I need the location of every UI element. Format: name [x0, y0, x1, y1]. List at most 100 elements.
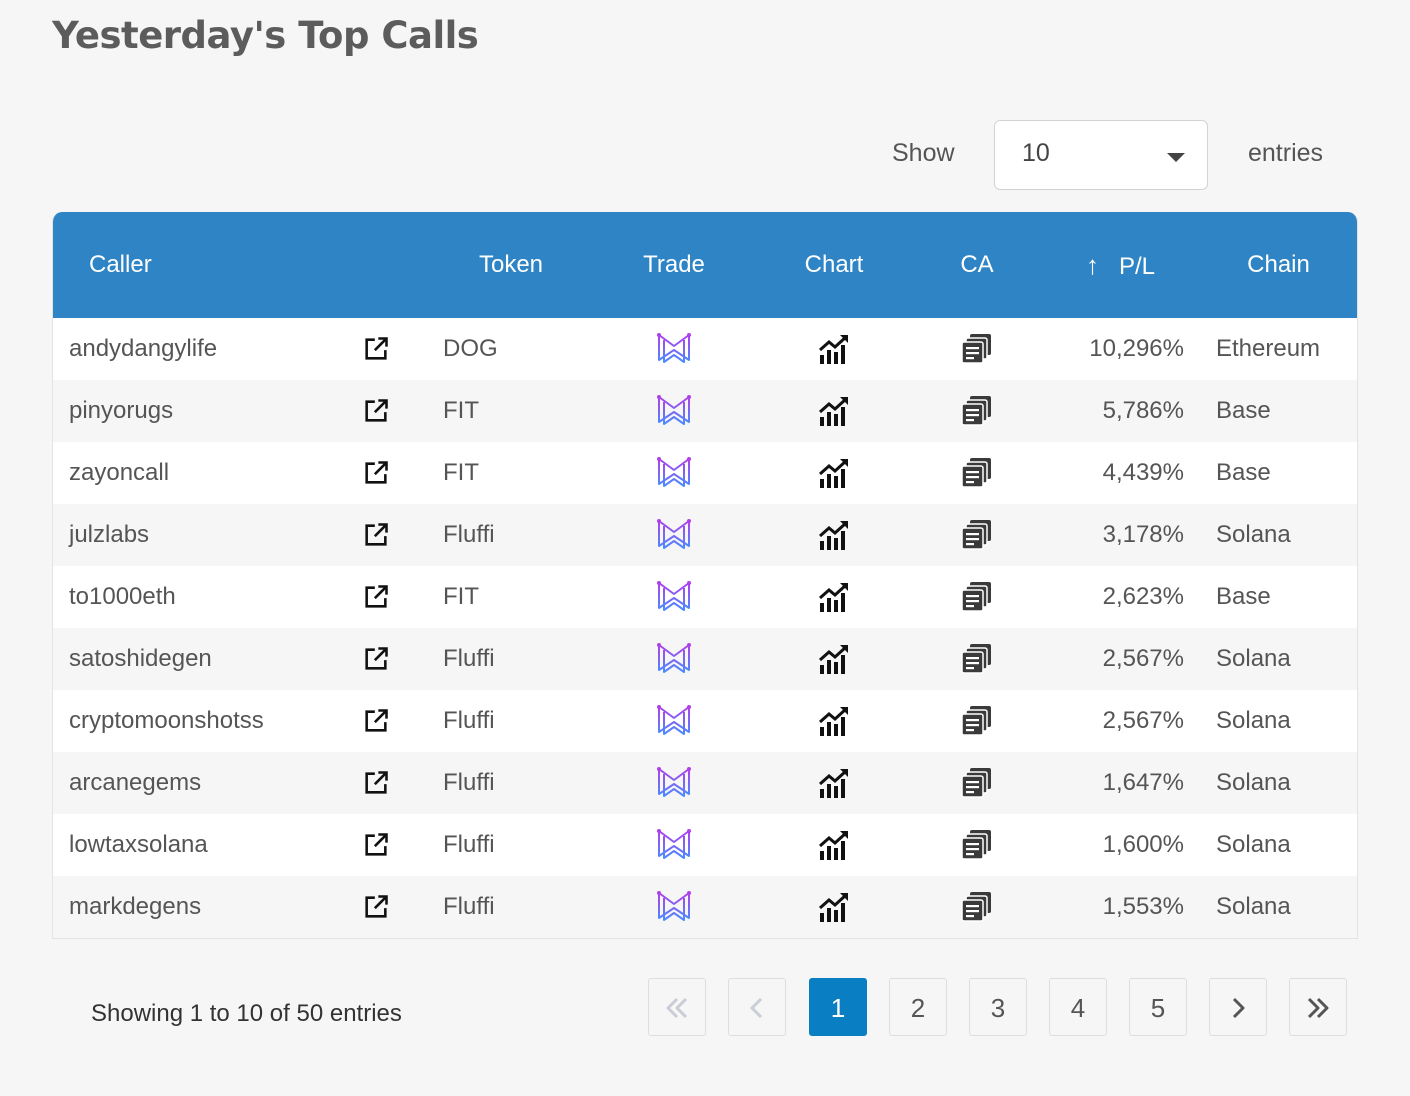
- copy-ca-button[interactable]: [911, 690, 1043, 752]
- chart-button[interactable]: [757, 752, 911, 814]
- trade-button[interactable]: [591, 318, 757, 380]
- chain-name: Base: [1216, 459, 1271, 486]
- token-name: FIT: [443, 583, 479, 610]
- token-name: FIT: [443, 459, 479, 486]
- table-row: satoshidegen Fluffi 2,567% Solana: [53, 628, 1357, 690]
- copy-ca-button[interactable]: [911, 380, 1043, 442]
- copy-ca-button[interactable]: [911, 814, 1043, 876]
- external-link-button[interactable]: [321, 628, 431, 690]
- copy-ca-button[interactable]: [911, 752, 1043, 814]
- external-link-button[interactable]: [321, 876, 431, 938]
- external-link-button[interactable]: [321, 690, 431, 752]
- header-ca[interactable]: CA: [960, 251, 994, 278]
- table-info: Showing 1 to 10 of 50 entries: [91, 1000, 402, 1027]
- external-link-icon: [365, 337, 388, 360]
- external-link-button[interactable]: [321, 442, 431, 504]
- pl-value: 2,567%: [1102, 707, 1184, 734]
- chart-button[interactable]: [757, 690, 911, 752]
- header-trade[interactable]: Trade: [643, 251, 705, 278]
- external-link-button[interactable]: [321, 318, 431, 380]
- table-row: zayoncall FIT 4,439% Base: [53, 442, 1357, 504]
- next-page-button[interactable]: [1209, 978, 1267, 1036]
- header-chain[interactable]: Chain: [1247, 251, 1310, 278]
- trade-button[interactable]: [591, 690, 757, 752]
- last-page-button[interactable]: [1289, 978, 1347, 1036]
- chart-button[interactable]: [757, 504, 911, 566]
- chart-icon: [819, 459, 848, 488]
- external-link-button[interactable]: [321, 752, 431, 814]
- header-chart[interactable]: Chart: [804, 251, 864, 278]
- chain-name: Ethereum: [1216, 335, 1321, 362]
- copy-ca-button[interactable]: [911, 566, 1043, 628]
- trade-button[interactable]: [591, 442, 757, 504]
- token-name: FIT: [443, 397, 479, 424]
- copy-ca-button[interactable]: [911, 442, 1043, 504]
- page-1-button[interactable]: 1: [809, 978, 867, 1036]
- copy-icon: [961, 334, 991, 364]
- trade-button[interactable]: [591, 504, 757, 566]
- chart-icon: [819, 769, 848, 798]
- double-chevron-left-icon: [666, 998, 688, 1019]
- chart-button[interactable]: [757, 380, 911, 442]
- trade-button[interactable]: [591, 814, 757, 876]
- token-name: Fluffi: [443, 893, 495, 920]
- copy-ca-button[interactable]: [911, 876, 1043, 938]
- chart-icon: [819, 397, 848, 426]
- copy-icon: [961, 830, 991, 860]
- external-link-icon: [365, 585, 388, 608]
- table-row: julzlabs Fluffi 3,178% Solana: [53, 504, 1357, 566]
- trade-button[interactable]: [591, 876, 757, 938]
- caller-name: satoshidegen: [69, 645, 212, 672]
- entries-select[interactable]: 10: [994, 120, 1208, 190]
- external-link-icon: [365, 647, 388, 670]
- chain-name: Solana: [1216, 521, 1291, 548]
- pl-value: 10,296%: [1089, 335, 1184, 362]
- chain-name: Solana: [1216, 707, 1291, 734]
- header-external: [321, 212, 431, 318]
- table-row: pinyorugs FIT 5,786% Base: [53, 380, 1357, 442]
- copy-icon: [961, 892, 991, 922]
- header-token[interactable]: Token: [478, 251, 544, 278]
- token-name: Fluffi: [443, 521, 495, 548]
- entries-length-control: Show 10 entries: [880, 120, 1340, 192]
- caller-name: julzlabs: [69, 521, 150, 548]
- chain-name: Base: [1216, 583, 1271, 610]
- token-name: Fluffi: [443, 831, 495, 858]
- first-page-button[interactable]: [648, 978, 706, 1036]
- external-link-button[interactable]: [321, 814, 431, 876]
- chart-button[interactable]: [757, 566, 911, 628]
- pl-value: 1,600%: [1102, 831, 1184, 858]
- header-caller[interactable]: Caller: [89, 251, 152, 278]
- trade-button[interactable]: [591, 628, 757, 690]
- copy-ca-button[interactable]: [911, 628, 1043, 690]
- table-row: andydangylife DOG 10,296% Ethereum: [53, 318, 1357, 380]
- table-body: andydangylife DOG 10,296% Ethereum pinyorugs…: [53, 318, 1357, 938]
- chart-button[interactable]: [757, 442, 911, 504]
- previous-page-button[interactable]: [728, 978, 786, 1036]
- page-3-button[interactable]: 3: [969, 978, 1027, 1036]
- trade-button[interactable]: [591, 752, 757, 814]
- header-pl[interactable]: ↑ P/L: [1043, 212, 1198, 318]
- trade-logo-icon: [657, 643, 691, 673]
- caller-name: lowtaxsolana: [69, 831, 208, 858]
- external-link-button[interactable]: [321, 380, 431, 442]
- page-4-button[interactable]: 4: [1049, 978, 1107, 1036]
- chart-icon: [819, 583, 848, 612]
- trade-button[interactable]: [591, 566, 757, 628]
- trade-logo-icon: [657, 519, 691, 549]
- entries-select-value: 10: [1022, 139, 1050, 167]
- page-2-button[interactable]: 2: [889, 978, 947, 1036]
- external-link-button[interactable]: [321, 566, 431, 628]
- chart-button[interactable]: [757, 628, 911, 690]
- page-5-button[interactable]: 5: [1129, 978, 1187, 1036]
- caller-name: markdegens: [69, 893, 202, 920]
- pl-value: 2,623%: [1102, 583, 1184, 610]
- copy-ca-button[interactable]: [911, 318, 1043, 380]
- trade-logo-icon: [657, 767, 691, 797]
- trade-button[interactable]: [591, 380, 757, 442]
- chart-button[interactable]: [757, 318, 911, 380]
- external-link-button[interactable]: [321, 504, 431, 566]
- copy-ca-button[interactable]: [911, 504, 1043, 566]
- chart-button[interactable]: [757, 814, 911, 876]
- chart-button[interactable]: [757, 876, 911, 938]
